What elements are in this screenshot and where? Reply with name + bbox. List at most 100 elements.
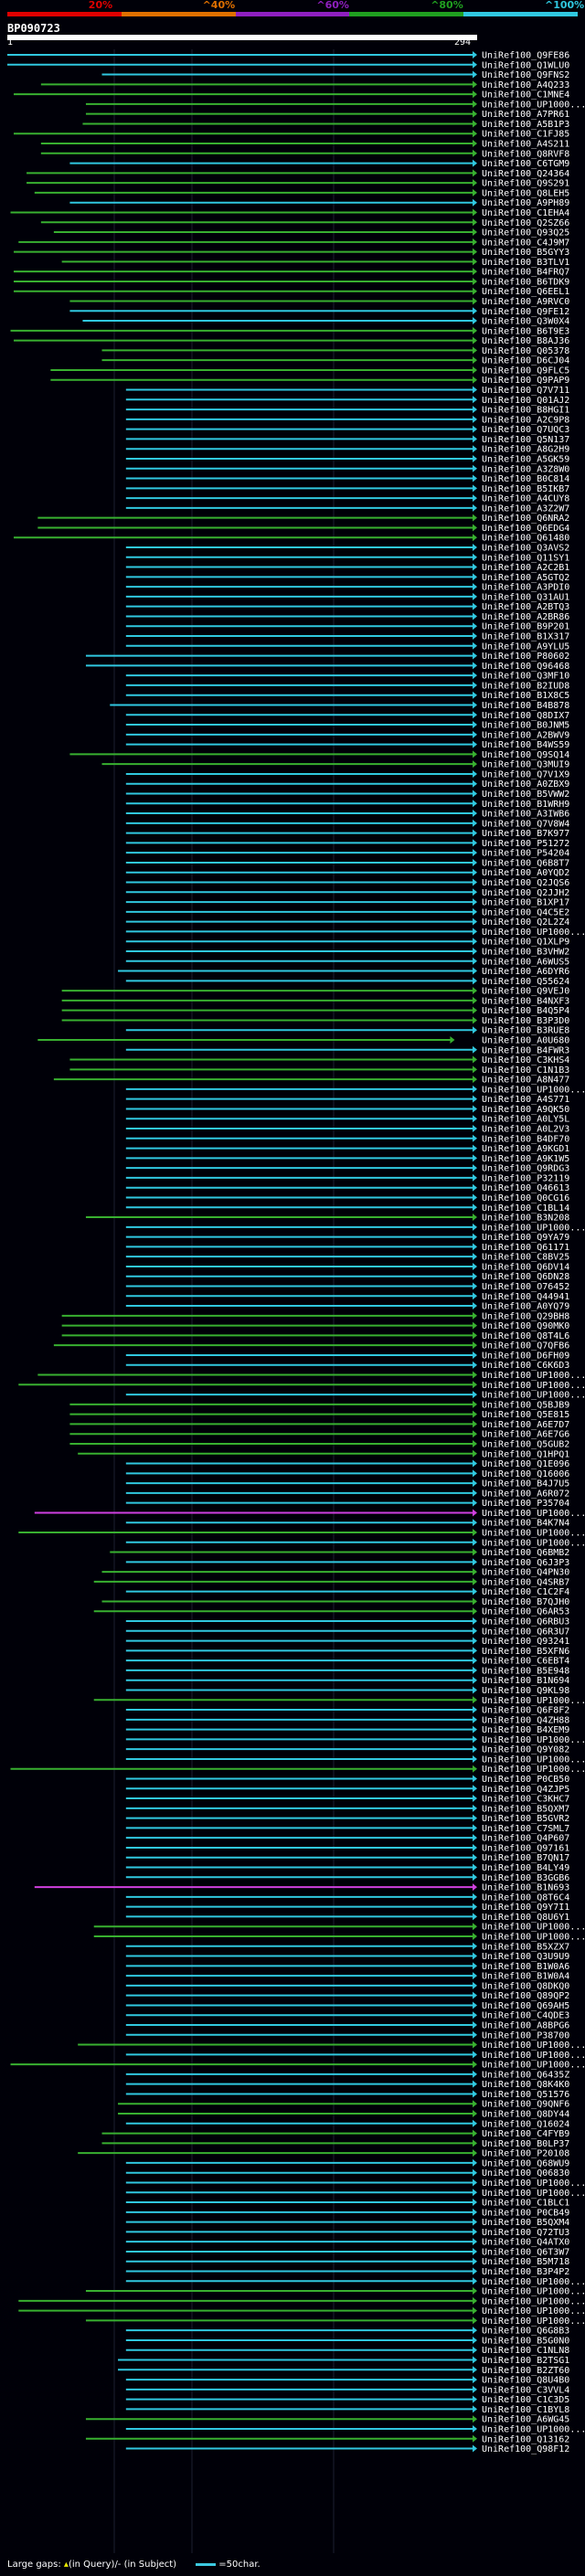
- hit-arrow-icon: [473, 1253, 477, 1261]
- hit-arrow-icon: [473, 287, 477, 295]
- hit-label: UniRef100_A2C9P8: [482, 415, 569, 425]
- hit-label: UniRef100_C1C3D5: [482, 2395, 569, 2405]
- hit-arrow-icon: [473, 2090, 477, 2098]
- hit-label: UniRef100_C1NLN8: [482, 2346, 569, 2356]
- hit-label: UniRef100_Q1E096: [482, 1459, 569, 1469]
- hit-arrow-icon: [473, 425, 477, 433]
- hit-arrow-icon: [473, 730, 477, 738]
- hit-label: UniRef100_Q6BMB2: [482, 1548, 569, 1558]
- hit-label: UniRef100_Q5GUB2: [482, 1439, 569, 1449]
- hit-label: UniRef100_Q46613: [482, 1183, 569, 1193]
- hit-label: UniRef100_C3KHC7: [482, 1795, 569, 1805]
- hit-label: UniRef100_Q24364: [482, 169, 569, 179]
- hit-arrow-icon: [473, 140, 477, 148]
- hit-label: UniRef100_A0YQ79: [482, 1302, 569, 1312]
- hit-label: UniRef100_Q9FLC5: [482, 366, 569, 376]
- hit-label: UniRef100_Q29BH8: [482, 1311, 569, 1321]
- hit-label: UniRef100_Q9FE86: [482, 51, 569, 61]
- hit-label: UniRef100_A6R072: [482, 1489, 569, 1499]
- hit-label: UniRef100_Q1HPQ1: [482, 1449, 569, 1459]
- hit-label: UniRef100_Q05378: [482, 346, 569, 356]
- hit-arrow-icon: [473, 917, 477, 926]
- query-id: BP090723: [7, 22, 60, 35]
- hit-arrow-icon: [473, 336, 477, 345]
- hit-arrow-icon: [473, 790, 477, 798]
- hit-label: UniRef100_Q8T6C4: [482, 1892, 569, 1903]
- hit-arrow-icon: [473, 1489, 477, 1497]
- hit-label: UniRef100_Q7QFB6: [482, 1341, 569, 1352]
- hit-arrow-icon: [473, 1903, 477, 1911]
- hit-arrow-icon: [473, 1016, 477, 1024]
- hit-label: UniRef100_Q6EEL1: [482, 287, 569, 297]
- hit-arrow-icon: [473, 1568, 477, 1576]
- hit-label: UniRef100_UP1000...: [482, 1529, 585, 1539]
- hit-arrow-icon: [473, 2346, 477, 2354]
- hit-arrow-icon: [473, 445, 477, 453]
- hit-label: UniRef100_A5GK59: [482, 454, 569, 464]
- hit-label: UniRef100_UP1000...: [482, 1509, 585, 1519]
- hit-label: UniRef100_B1XP17: [482, 898, 569, 908]
- hit-arrow-icon: [473, 2228, 477, 2236]
- hit-label: UniRef100_A3IWB6: [482, 810, 569, 820]
- hit-label: UniRef100_Q4SRB7: [482, 1577, 569, 1587]
- hit-arrow-icon: [473, 120, 477, 128]
- hit-arrow-icon: [473, 2385, 477, 2393]
- hit-arrow-icon: [473, 218, 477, 227]
- hit-arrow-icon: [473, 1873, 477, 1882]
- hit-label: UniRef100_A8G2H9: [482, 445, 569, 455]
- hit-arrow-icon: [473, 2168, 477, 2177]
- hit-label: UniRef100_C6K6D3: [482, 1361, 569, 1371]
- hit-label: UniRef100_Q6B8T7: [482, 858, 569, 868]
- hit-label: UniRef100_C1FJ85: [482, 130, 569, 140]
- hit-label: UniRef100_Q93241: [482, 1637, 569, 1647]
- gaps-label: Large gaps:: [7, 2560, 61, 2570]
- hit-arrow-icon: [473, 2149, 477, 2157]
- hit-arrow-icon: [473, 1499, 477, 1507]
- hit-label: UniRef100_UP1000...: [482, 1085, 585, 1095]
- hit-label: UniRef100_Q96468: [482, 662, 569, 672]
- hit-arrow-icon: [473, 967, 477, 975]
- hit-arrow-icon: [473, 1134, 477, 1142]
- hit-label: UniRef100_Q89QP2: [482, 1991, 569, 2001]
- hit-arrow-icon: [473, 2366, 477, 2374]
- hit-label: UniRef100_Q9KL98: [482, 1686, 569, 1696]
- hit-arrow-icon: [473, 1006, 477, 1014]
- hit-label: UniRef100_A6WUS5: [482, 957, 569, 967]
- hit-label: UniRef100_B0LP37: [482, 2139, 569, 2149]
- hit-label: UniRef100_Q6AR53: [482, 1607, 569, 1617]
- hit-label: UniRef100_UP1000...: [482, 2316, 585, 2327]
- hit-arrow-icon: [473, 1311, 477, 1320]
- hit-arrow-icon: [473, 996, 477, 1004]
- hit-label: UniRef100_Q8K4K0: [482, 2080, 569, 2090]
- hit-arrow-icon: [473, 1055, 477, 1064]
- hit-label: UniRef100_Q8RVF8: [482, 149, 569, 159]
- hit-label: UniRef100_B5QXM4: [482, 2218, 569, 2228]
- hit-label: UniRef100_A2BWV9: [482, 730, 569, 740]
- footer-legend: Large gaps: ▴(in Query)/- (in Subject) =…: [7, 2560, 261, 2570]
- hit-label: UniRef100_B3N208: [482, 1214, 569, 1224]
- gap-marker-icon: ▴: [63, 2560, 69, 2570]
- hit-arrow-icon: [473, 1725, 477, 1733]
- hit-arrow-icon: [473, 307, 477, 315]
- hit-arrow-icon: [473, 681, 477, 689]
- hit-label: UniRef100_A3PDI0: [482, 583, 569, 593]
- hit-arrow-icon: [473, 1459, 477, 1468]
- hit-arrow-icon: [473, 573, 477, 581]
- hit-label: UniRef100_Q16024: [482, 2119, 569, 2129]
- hit-label: UniRef100_A5GTQ2: [482, 573, 569, 583]
- hit-arrow-icon: [473, 868, 477, 876]
- hit-arrow-icon: [473, 2189, 477, 2197]
- hit-label: UniRef100_A9RVC0: [482, 297, 569, 307]
- hit-label: UniRef100_B4XEM9: [482, 1725, 569, 1735]
- hit-label: UniRef100_UP1000...: [482, 2296, 585, 2306]
- hit-arrow-icon: [473, 2199, 477, 2207]
- hit-arrow-icon: [473, 1420, 477, 1428]
- hit-arrow-icon: [473, 1647, 477, 1655]
- hit-label: UniRef100_Q3U9U9: [482, 1952, 569, 1962]
- hit-arrow-icon: [473, 1351, 477, 1359]
- hit-arrow-icon: [473, 1735, 477, 1744]
- hit-label: UniRef100_B5IKB7: [482, 484, 569, 494]
- hit-arrow-icon: [450, 1036, 455, 1044]
- hit-label: UniRef100_B9P201: [482, 622, 569, 632]
- hit-arrow-icon: [473, 1991, 477, 1999]
